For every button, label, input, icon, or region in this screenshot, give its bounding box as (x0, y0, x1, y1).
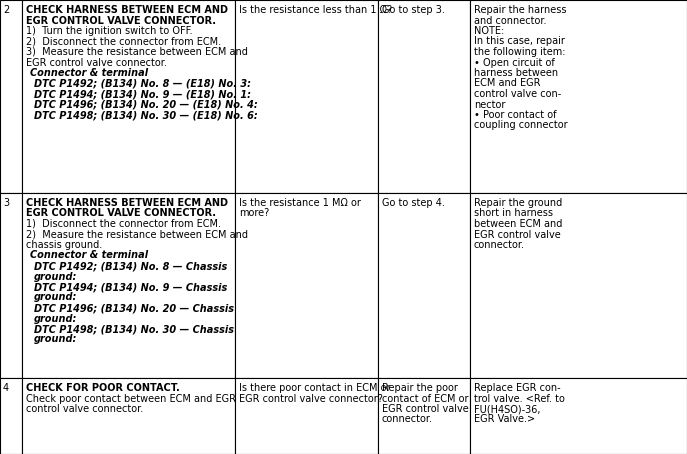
Text: CHECK HARNESS BETWEEN ECM AND: CHECK HARNESS BETWEEN ECM AND (26, 5, 228, 15)
Text: Repair the poor: Repair the poor (382, 383, 458, 393)
Text: DTC P1492; (B134) No. 8 — (E18) No. 3:: DTC P1492; (B134) No. 8 — (E18) No. 3: (34, 79, 251, 89)
Text: connector.: connector. (382, 415, 433, 424)
Text: 4: 4 (3, 383, 9, 393)
Text: chassis ground.: chassis ground. (26, 240, 102, 250)
Text: more?: more? (239, 208, 269, 218)
Text: CHECK HARNESS BETWEEN ECM AND: CHECK HARNESS BETWEEN ECM AND (26, 198, 228, 208)
Text: • Poor contact of: • Poor contact of (474, 110, 556, 120)
Text: harness between: harness between (474, 68, 558, 78)
Bar (378, 378, 470, 454)
Bar (470, 193, 687, 378)
Text: ground:: ground: (34, 314, 78, 324)
Bar (235, 193, 378, 378)
Text: contact of ECM or: contact of ECM or (382, 394, 469, 404)
Text: DTC P1498; (B134) No. 30 — Chassis: DTC P1498; (B134) No. 30 — Chassis (34, 324, 234, 334)
Text: the following item:: the following item: (474, 47, 565, 57)
Text: Is the resistance less than 1 Ω?: Is the resistance less than 1 Ω? (239, 5, 392, 15)
Text: Is the resistance 1 MΩ or: Is the resistance 1 MΩ or (239, 198, 361, 208)
Text: and connector.: and connector. (474, 15, 546, 25)
Text: Connector & terminal: Connector & terminal (30, 68, 148, 78)
Text: Repair the harness: Repair the harness (474, 5, 567, 15)
Bar (378, 193, 470, 378)
Bar (0, 378, 22, 454)
Text: Go to step 4.: Go to step 4. (382, 198, 445, 208)
Bar (470, 378, 687, 454)
Text: EGR Valve.>: EGR Valve.> (474, 415, 535, 424)
Text: 2)  Measure the resistance between ECM and: 2) Measure the resistance between ECM an… (26, 230, 248, 240)
Bar (22, 0, 235, 193)
Text: coupling connector: coupling connector (474, 120, 567, 130)
Text: EGR control valve connector.: EGR control valve connector. (26, 58, 167, 68)
Text: In this case, repair: In this case, repair (474, 36, 565, 46)
Text: short in harness: short in harness (474, 208, 553, 218)
Text: 3)  Measure the resistance between ECM and: 3) Measure the resistance between ECM an… (26, 47, 248, 57)
Text: EGR control valve: EGR control valve (382, 404, 469, 414)
Text: DTC P1492; (B134) No. 8 — Chassis: DTC P1492; (B134) No. 8 — Chassis (34, 261, 227, 271)
Text: ECM and EGR: ECM and EGR (474, 79, 541, 89)
Text: Check poor contact between ECM and EGR: Check poor contact between ECM and EGR (26, 394, 236, 404)
Bar (235, 0, 378, 193)
Text: Connector & terminal: Connector & terminal (30, 251, 148, 261)
Text: 3: 3 (3, 198, 9, 208)
Text: Go to step 3.: Go to step 3. (382, 5, 445, 15)
Bar (0, 0, 22, 193)
Text: Replace EGR con-: Replace EGR con- (474, 383, 561, 393)
Text: ground:: ground: (34, 271, 78, 281)
Text: between ECM and: between ECM and (474, 219, 563, 229)
Text: DTC P1498; (B134) No. 30 — (E18) No. 6:: DTC P1498; (B134) No. 30 — (E18) No. 6: (34, 110, 258, 120)
Text: connector.: connector. (474, 240, 525, 250)
Bar (235, 378, 378, 454)
Bar (378, 0, 470, 193)
Bar (470, 0, 687, 193)
Text: control valve con-: control valve con- (474, 89, 561, 99)
Text: CHECK FOR POOR CONTACT.: CHECK FOR POOR CONTACT. (26, 383, 180, 393)
Text: ground:: ground: (34, 335, 78, 345)
Text: 1)  Disconnect the connector from ECM.: 1) Disconnect the connector from ECM. (26, 219, 221, 229)
Text: 2: 2 (3, 5, 9, 15)
Text: DTC P1494; (B134) No. 9 — (E18) No. 1:: DTC P1494; (B134) No. 9 — (E18) No. 1: (34, 89, 251, 99)
Text: 2)  Disconnect the connector from ECM.: 2) Disconnect the connector from ECM. (26, 36, 221, 46)
Text: 1)  Turn the ignition switch to OFF.: 1) Turn the ignition switch to OFF. (26, 26, 192, 36)
Text: DTC P1496; (B134) No. 20 — (E18) No. 4:: DTC P1496; (B134) No. 20 — (E18) No. 4: (34, 99, 258, 109)
Text: Repair the ground: Repair the ground (474, 198, 562, 208)
Bar (0, 193, 22, 378)
Text: control valve connector.: control valve connector. (26, 404, 144, 414)
Text: DTC P1496; (B134) No. 20 — Chassis: DTC P1496; (B134) No. 20 — Chassis (34, 303, 234, 313)
Text: EGR control valve: EGR control valve (474, 230, 561, 240)
Text: EGR CONTROL VALVE CONNECTOR.: EGR CONTROL VALVE CONNECTOR. (26, 15, 216, 25)
Bar (22, 193, 235, 378)
Text: trol valve. <Ref. to: trol valve. <Ref. to (474, 394, 565, 404)
Text: NOTE:: NOTE: (474, 26, 504, 36)
Text: EGR CONTROL VALVE CONNECTOR.: EGR CONTROL VALVE CONNECTOR. (26, 208, 216, 218)
Bar (22, 378, 235, 454)
Text: Is there poor contact in ECM or: Is there poor contact in ECM or (239, 383, 390, 393)
Text: • Open circuit of: • Open circuit of (474, 58, 554, 68)
Text: DTC P1494; (B134) No. 9 — Chassis: DTC P1494; (B134) No. 9 — Chassis (34, 282, 227, 292)
Text: FU(H4SO)-36,: FU(H4SO)-36, (474, 404, 541, 414)
Text: ground:: ground: (34, 292, 78, 302)
Text: EGR control valve connector?: EGR control valve connector? (239, 394, 383, 404)
Text: nector: nector (474, 99, 506, 109)
